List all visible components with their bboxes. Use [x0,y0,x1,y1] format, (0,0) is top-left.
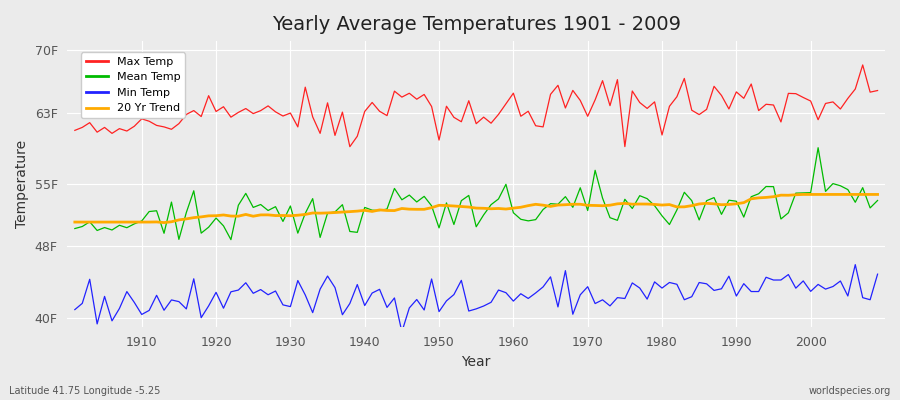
Y-axis label: Temperature: Temperature [15,140,29,228]
Text: worldspecies.org: worldspecies.org [809,386,891,396]
Title: Yearly Average Temperatures 1901 - 2009: Yearly Average Temperatures 1901 - 2009 [272,15,680,34]
Legend: Max Temp, Mean Temp, Min Temp, 20 Yr Trend: Max Temp, Mean Temp, Min Temp, 20 Yr Tre… [81,52,184,118]
X-axis label: Year: Year [462,355,490,369]
Text: Latitude 41.75 Longitude -5.25: Latitude 41.75 Longitude -5.25 [9,386,160,396]
